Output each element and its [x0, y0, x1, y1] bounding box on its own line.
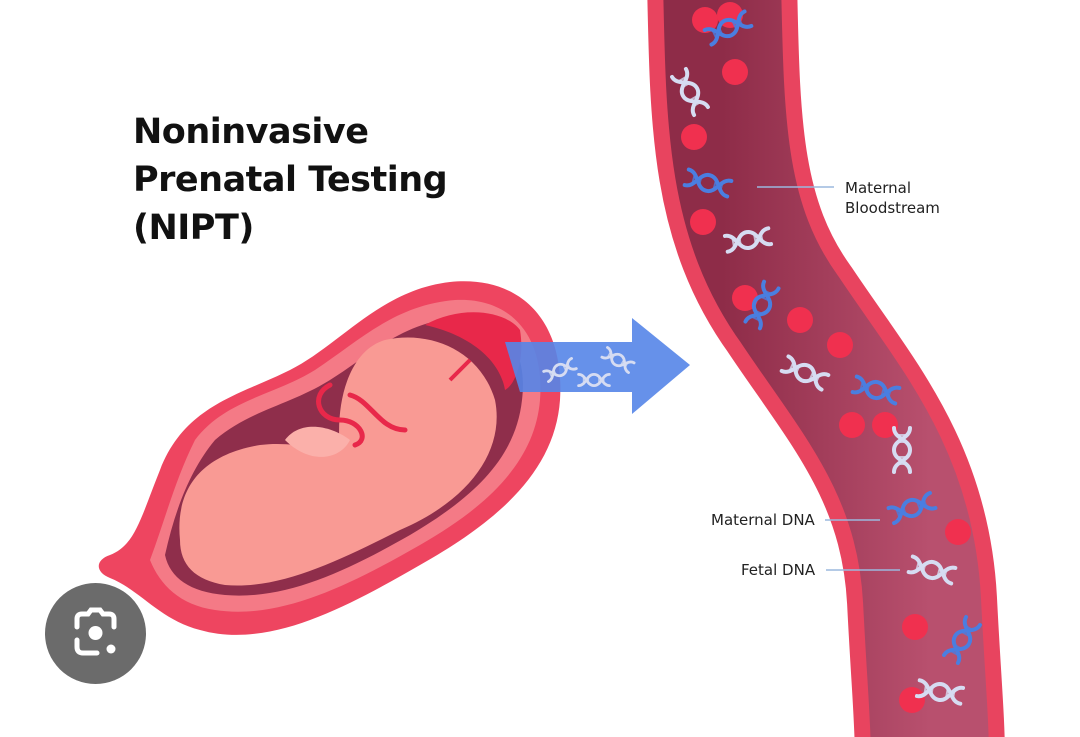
title-line-2: Prenatal Testing [133, 160, 448, 200]
label-line: Maternal [845, 179, 912, 197]
blood-cell [872, 412, 898, 438]
blood-cell [899, 687, 925, 713]
label-fetal-dna: Fetal DNA [741, 561, 816, 579]
blood-cells [681, 2, 971, 713]
vessel-lumen [663, 0, 989, 737]
page-title: Noninvasive Prenatal Testing (NIPT) [133, 108, 448, 252]
blood-cell [722, 59, 748, 85]
uterus-with-fetus [98, 281, 561, 635]
blood-cell [732, 285, 758, 311]
title-line-3: (NIPT) [133, 208, 254, 248]
blood-cell [787, 307, 813, 333]
blood-cell [945, 519, 971, 545]
label-line: Bloodstream [845, 199, 940, 217]
google-lens-icon [74, 607, 117, 656]
blood-cell [690, 209, 716, 235]
label-maternal-dna: Maternal DNA [711, 511, 815, 529]
transfer-arrow [505, 318, 690, 414]
blood-cell [827, 332, 853, 358]
google-lens-button[interactable] [45, 583, 146, 684]
blood-cell [692, 7, 718, 33]
blood-cell [681, 124, 707, 150]
title-line-1: Noninvasive [133, 112, 369, 152]
blood-cell [839, 412, 865, 438]
label-maternal-bloodstream: Maternal Bloodstream [845, 178, 940, 218]
blood-cell [902, 614, 928, 640]
